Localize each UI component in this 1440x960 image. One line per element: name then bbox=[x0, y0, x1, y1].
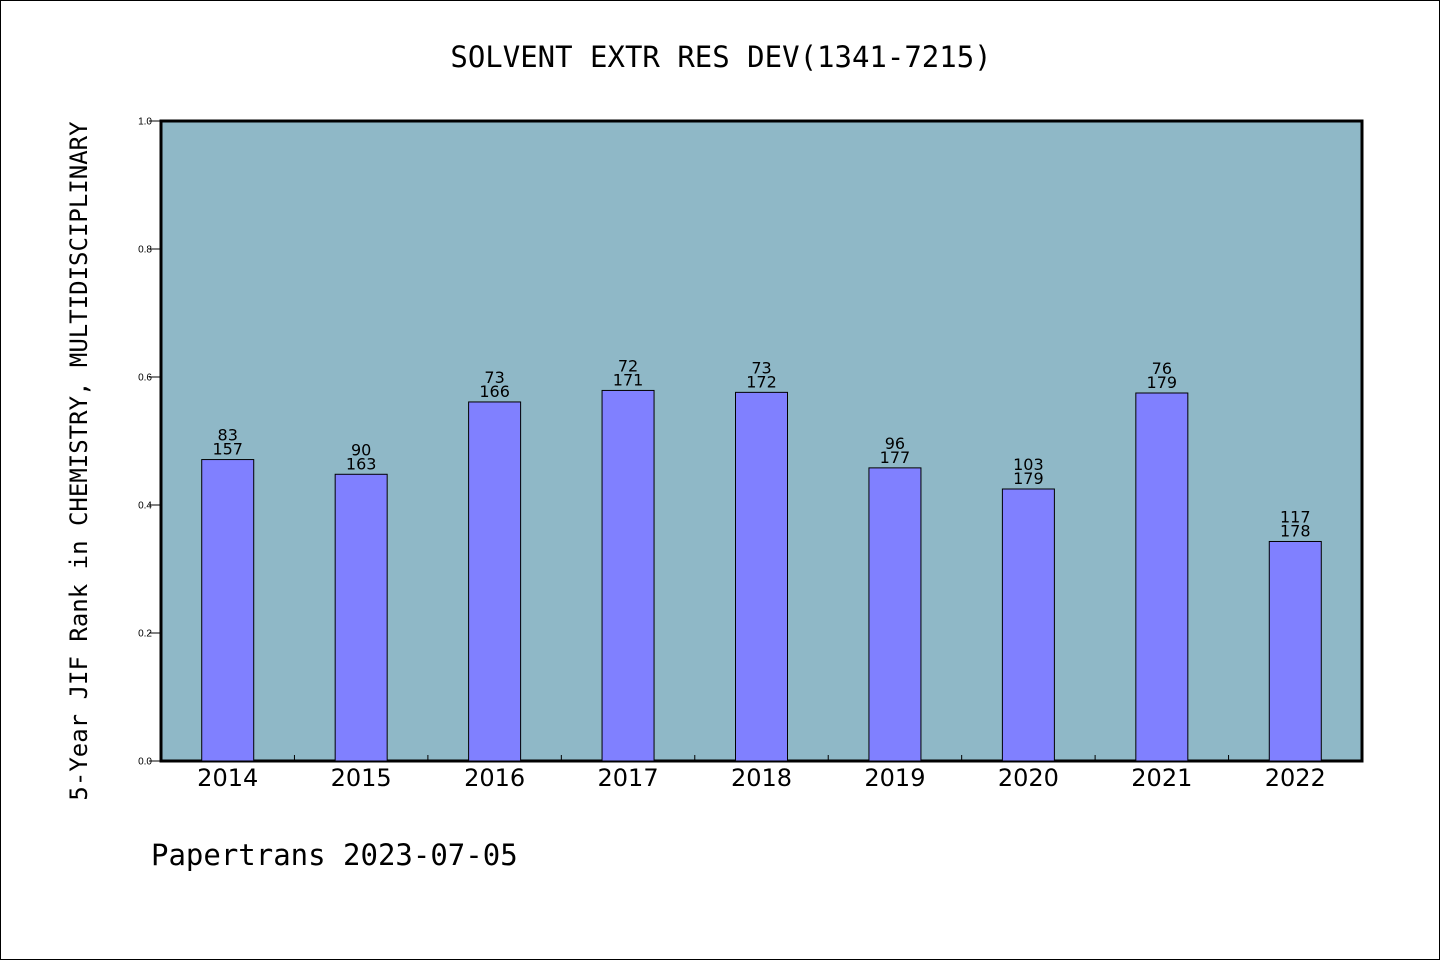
bar-2014 bbox=[201, 459, 255, 762]
rank-label-2019: 96 bbox=[885, 434, 905, 453]
x-tick-label-2022: 2022 bbox=[1265, 764, 1326, 792]
rank-label-2014: 83 bbox=[218, 426, 238, 445]
total-label-2018: 172 bbox=[746, 372, 777, 391]
y-axis-label: 5-Year JIF Rank in CHEMISTRY, MULTIDISCI… bbox=[65, 121, 93, 801]
rank-label-2016: 73 bbox=[484, 368, 504, 387]
rank-label-2017: 72 bbox=[618, 356, 638, 375]
x-tick-label-2019: 2019 bbox=[864, 764, 925, 792]
bar-2020 bbox=[1001, 488, 1055, 762]
total-label-2015: 163 bbox=[346, 454, 377, 473]
total-label-2022: 178 bbox=[1280, 521, 1311, 540]
rank-label-2018: 73 bbox=[751, 358, 771, 377]
x-tick-label-2018: 2018 bbox=[731, 764, 792, 792]
chart-title: SOLVENT EXTR RES DEV(1341-7215) bbox=[450, 40, 991, 74]
y-tick-label: 0.2 bbox=[138, 629, 152, 640]
x-tick-label-2016: 2016 bbox=[464, 764, 525, 792]
rank-label-2021: 76 bbox=[1152, 359, 1172, 378]
bar-2016 bbox=[468, 401, 522, 762]
bars-layer bbox=[201, 389, 1322, 762]
y-axis-ticks: 0.0 0.2 0.4 0.6 0.8 1.0 bbox=[138, 117, 161, 768]
total-label-2014: 157 bbox=[212, 440, 243, 459]
x-tick-label-2015: 2015 bbox=[331, 764, 392, 792]
bar-2021 bbox=[1135, 392, 1189, 762]
bar-2018 bbox=[735, 391, 788, 762]
total-label-2017: 171 bbox=[613, 370, 644, 389]
bar-2015 bbox=[334, 473, 388, 762]
total-label-2021: 179 bbox=[1147, 373, 1178, 392]
y-tick-label: 1.0 bbox=[138, 117, 152, 128]
bar-2019 bbox=[868, 467, 922, 762]
bar-2017 bbox=[601, 389, 655, 762]
total-label-2019: 177 bbox=[880, 448, 911, 467]
bar-2022 bbox=[1268, 540, 1322, 762]
y-tick-label: 0.8 bbox=[138, 245, 152, 256]
total-label-2016: 166 bbox=[479, 382, 510, 401]
footer-watermark: Papertrans 2023-07-05 bbox=[151, 838, 518, 872]
rank-label-2015: 90 bbox=[351, 440, 371, 459]
rank-label-2022: 117 bbox=[1280, 507, 1311, 526]
rank-label-2020: 103 bbox=[1013, 455, 1044, 474]
y-tick-label: 0.4 bbox=[138, 501, 152, 512]
x-axis-ticks: 2014 2015 2016 2017 2018 2019 2020 2021 2022 bbox=[197, 755, 1326, 792]
x-tick-label-2021: 2021 bbox=[1131, 764, 1192, 792]
x-tick-label-2020: 2020 bbox=[998, 764, 1059, 792]
x-tick-label-2014: 2014 bbox=[197, 764, 258, 792]
y-tick-label: 0.6 bbox=[138, 373, 152, 384]
x-tick-label-2017: 2017 bbox=[598, 764, 659, 792]
total-label-2020: 179 bbox=[1013, 469, 1044, 488]
y-tick-label: 0.0 bbox=[138, 757, 152, 768]
